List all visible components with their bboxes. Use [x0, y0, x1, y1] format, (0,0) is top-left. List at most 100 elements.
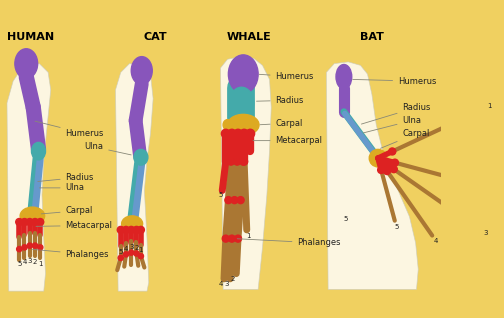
Ellipse shape [229, 87, 254, 119]
Text: 5: 5 [343, 216, 348, 222]
Text: 5: 5 [17, 261, 22, 267]
Ellipse shape [390, 166, 397, 173]
Ellipse shape [389, 148, 396, 155]
Text: Phalanges: Phalanges [33, 249, 109, 259]
Text: CAT: CAT [144, 32, 167, 42]
Text: 4: 4 [434, 238, 438, 244]
Ellipse shape [122, 226, 130, 233]
Text: 3: 3 [224, 281, 229, 287]
Ellipse shape [369, 149, 387, 167]
Text: 4: 4 [22, 259, 27, 265]
Ellipse shape [227, 114, 259, 135]
Ellipse shape [240, 158, 247, 165]
Text: 5: 5 [118, 249, 123, 255]
Text: Carpal: Carpal [41, 206, 93, 215]
Polygon shape [220, 57, 271, 289]
Text: Humerus: Humerus [35, 121, 104, 138]
Ellipse shape [134, 251, 139, 256]
Text: Metacarpal: Metacarpal [36, 221, 112, 230]
Ellipse shape [138, 253, 144, 259]
Ellipse shape [246, 129, 255, 138]
Ellipse shape [234, 235, 241, 242]
Ellipse shape [134, 149, 148, 165]
Ellipse shape [228, 120, 237, 130]
Ellipse shape [27, 243, 32, 248]
Text: 3: 3 [28, 258, 32, 264]
Text: 2: 2 [230, 276, 235, 282]
Text: 1: 1 [139, 247, 143, 253]
Text: Ulna: Ulna [363, 116, 421, 133]
Ellipse shape [392, 159, 398, 166]
Text: 4: 4 [124, 246, 128, 252]
Polygon shape [327, 62, 418, 289]
Text: 1: 1 [487, 103, 492, 109]
Ellipse shape [31, 142, 45, 160]
Text: Humerus: Humerus [259, 72, 314, 81]
Ellipse shape [228, 235, 235, 242]
Ellipse shape [384, 168, 391, 175]
Ellipse shape [128, 226, 135, 233]
Ellipse shape [225, 197, 232, 204]
Ellipse shape [222, 235, 229, 242]
Ellipse shape [133, 226, 140, 233]
Polygon shape [115, 64, 153, 291]
Ellipse shape [31, 218, 38, 225]
Ellipse shape [138, 226, 144, 233]
Text: Radius: Radius [257, 96, 304, 105]
Text: 5: 5 [395, 225, 399, 231]
Ellipse shape [121, 216, 143, 232]
Ellipse shape [231, 197, 238, 204]
Text: 3: 3 [129, 244, 134, 250]
Text: Radius: Radius [361, 103, 431, 124]
Text: 3: 3 [483, 231, 488, 236]
Text: 2: 2 [33, 259, 37, 265]
Ellipse shape [20, 207, 45, 225]
Ellipse shape [37, 218, 44, 225]
Ellipse shape [240, 129, 248, 138]
Ellipse shape [15, 49, 38, 79]
Text: Metacarpal: Metacarpal [253, 136, 323, 145]
Text: Ulna: Ulna [39, 183, 85, 192]
Ellipse shape [234, 158, 240, 165]
Text: HUMAN: HUMAN [7, 32, 54, 42]
Ellipse shape [129, 250, 134, 255]
Ellipse shape [131, 57, 152, 85]
Ellipse shape [227, 158, 234, 165]
Text: Humerus: Humerus [353, 77, 436, 86]
Text: 1: 1 [38, 261, 42, 267]
Ellipse shape [21, 218, 28, 225]
Ellipse shape [239, 120, 247, 130]
Ellipse shape [336, 65, 352, 89]
Ellipse shape [234, 129, 242, 138]
Ellipse shape [26, 218, 33, 225]
Text: 4: 4 [218, 281, 223, 287]
Ellipse shape [17, 246, 22, 252]
Ellipse shape [22, 245, 27, 250]
Ellipse shape [237, 197, 244, 204]
Ellipse shape [118, 255, 123, 260]
Text: 2: 2 [134, 245, 139, 251]
Ellipse shape [240, 158, 247, 165]
Ellipse shape [16, 218, 23, 225]
Ellipse shape [32, 243, 38, 248]
Ellipse shape [117, 226, 124, 233]
Text: Radius: Radius [38, 173, 94, 182]
Text: 5: 5 [218, 192, 223, 198]
Text: Ulna: Ulna [84, 142, 131, 155]
Ellipse shape [221, 129, 230, 138]
Ellipse shape [123, 252, 129, 257]
Text: Carpal: Carpal [260, 119, 303, 128]
Ellipse shape [223, 120, 232, 130]
Text: Phalanges: Phalanges [237, 238, 341, 247]
Polygon shape [7, 64, 51, 291]
Text: Carpal: Carpal [381, 129, 430, 148]
Ellipse shape [377, 166, 385, 173]
Text: WHALE: WHALE [227, 32, 272, 42]
Ellipse shape [38, 245, 43, 250]
Text: BAT: BAT [360, 32, 384, 42]
Ellipse shape [244, 120, 253, 130]
Ellipse shape [228, 55, 258, 93]
Ellipse shape [227, 129, 236, 138]
Ellipse shape [234, 120, 242, 130]
Text: 1: 1 [246, 233, 251, 239]
